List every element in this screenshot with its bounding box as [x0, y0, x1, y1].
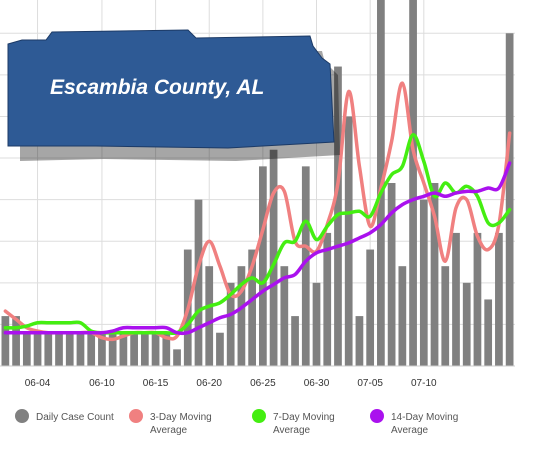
daily-count-bar — [323, 232, 332, 366]
legend-label: 7-Day Moving — [273, 412, 335, 423]
daily-count-bar — [119, 332, 128, 366]
daily-count-bar — [216, 332, 224, 366]
daily-count-bar — [505, 33, 514, 366]
daily-count-bar — [419, 199, 428, 366]
legend-label-line2: Average — [391, 425, 429, 436]
legend-label: 3-Day Moving — [150, 412, 212, 423]
daily-count-bar — [55, 332, 63, 366]
daily-count-bar — [291, 316, 299, 366]
daily-count-bar — [130, 332, 138, 366]
daily-count-bar — [162, 332, 171, 366]
ma14-line — [3, 161, 512, 336]
daily-count-bar — [76, 332, 85, 366]
daily-count-bar — [473, 232, 482, 366]
daily-count-bar — [98, 332, 106, 366]
x-tick-label: 06-15 — [143, 378, 169, 389]
x-tick-label: 07-05 — [357, 378, 383, 389]
daily-count-bar — [33, 332, 42, 366]
title-banner: Escambia County, AL — [7, 29, 340, 161]
x-tick-label: 06-25 — [250, 378, 276, 389]
daily-count-bar — [12, 316, 20, 366]
legend-marker — [129, 409, 143, 423]
daily-count-bar — [280, 266, 289, 366]
daily-count-bar — [462, 282, 471, 366]
x-tick-label: 07-10 — [411, 378, 437, 389]
daily-count-bar — [173, 349, 181, 366]
x-tick-labels: 06-04 06-10 06-15 06-20 06-25 06-30 07-05 07-10 — [25, 378, 437, 389]
legend-label: Daily Case Count — [36, 412, 114, 423]
legend-marker — [252, 409, 266, 423]
daily-count-bar — [398, 266, 407, 366]
daily-count-bar — [226, 282, 235, 366]
x-tick-label: 06-10 — [89, 378, 115, 389]
legend-marker — [15, 409, 29, 423]
daily-count-bar — [430, 183, 439, 366]
banner-shape — [7, 29, 335, 149]
line-series — [3, 81, 512, 342]
daily-count-bar — [65, 332, 74, 366]
daily-count-bar — [22, 332, 31, 366]
daily-count-bar — [312, 282, 321, 366]
legend-label: 14-Day Moving — [391, 412, 458, 423]
legend-label-line2: Average — [150, 425, 188, 436]
daily-count-bar — [108, 332, 117, 366]
daily-count-bar — [248, 249, 256, 366]
daily-count-bar — [441, 266, 450, 366]
daily-count-bar — [484, 299, 493, 366]
daily-count-bar — [269, 149, 278, 366]
daily-count-bar — [205, 266, 214, 366]
daily-count-bar — [409, 0, 417, 366]
daily-count-bar — [140, 332, 149, 366]
daily-count-bar — [452, 232, 460, 366]
legend: Daily Case Count 3-Day Moving Average 7-Day… — [15, 409, 458, 436]
legend-marker — [370, 409, 384, 423]
daily-count-bar — [87, 332, 96, 366]
daily-count-bar — [387, 183, 396, 366]
x-tick-label: 06-04 — [25, 378, 51, 389]
x-tick-label: 06-20 — [196, 378, 222, 389]
daily-count-bar — [44, 332, 53, 366]
daily-count-bar — [237, 266, 246, 366]
x-tick-label: 06-30 — [304, 378, 330, 389]
daily-count-bar — [495, 232, 503, 366]
banner-title: Escambia County, AL — [50, 76, 264, 99]
ma7-line — [3, 133, 512, 336]
daily-count-bar — [151, 332, 160, 366]
daily-count-bar — [259, 166, 267, 366]
daily-count-bar — [194, 199, 203, 366]
daily-count-bar — [366, 249, 375, 366]
daily-count-bar — [1, 316, 10, 366]
daily-count-bar — [355, 316, 364, 366]
daily-count-bar — [301, 166, 310, 366]
legend-label-line2: Average — [273, 425, 311, 436]
